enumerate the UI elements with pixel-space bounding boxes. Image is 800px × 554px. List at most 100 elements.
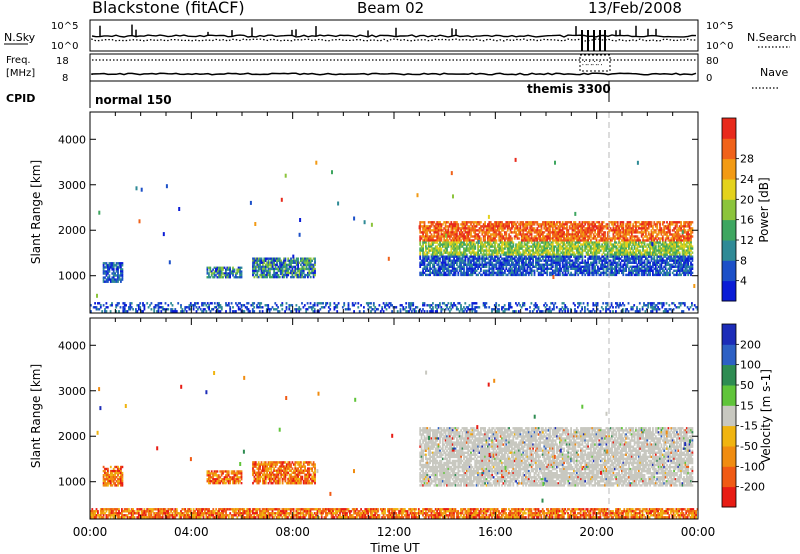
data-cell (202, 308, 205, 311)
data-cell (494, 249, 496, 252)
data-cell (580, 233, 582, 236)
data-cell (547, 245, 550, 248)
data-cell (605, 255, 608, 258)
data-cell (670, 221, 673, 224)
data-cell (688, 271, 691, 275)
data-cell (518, 247, 520, 250)
data-cell (599, 263, 602, 266)
data-cell (527, 229, 530, 232)
data-cell (570, 243, 572, 246)
data-cell (632, 257, 635, 260)
data-cell (220, 308, 223, 311)
data-cell (474, 257, 477, 260)
data-cell (546, 233, 549, 236)
data-cell (104, 276, 106, 279)
data-cell (488, 273, 491, 277)
data-cell (660, 261, 663, 264)
data-cell (643, 223, 646, 226)
data-cell (242, 310, 244, 313)
data-cell (111, 302, 113, 305)
data-cell (494, 245, 496, 248)
data-cell (530, 255, 533, 258)
data-cell (174, 308, 177, 311)
data-cell (430, 257, 433, 260)
data-cell (433, 235, 436, 238)
data-cell (595, 273, 598, 277)
data-cell (460, 263, 462, 266)
data-cell (456, 251, 458, 254)
data-cell (622, 237, 625, 240)
data-cell (264, 259, 267, 262)
data-cell (461, 243, 464, 246)
data-cell (640, 271, 643, 275)
data-cell (566, 235, 568, 238)
data-cell (687, 269, 690, 272)
data-cell (463, 261, 465, 264)
data-cell (574, 227, 577, 230)
data-cell (573, 221, 575, 224)
data-cell (188, 304, 191, 307)
data-cell (640, 243, 643, 246)
data-cell (436, 249, 439, 252)
data-cell (436, 245, 439, 248)
data-cell (301, 269, 304, 273)
data-cell (535, 245, 537, 248)
data-cell (527, 237, 530, 240)
data-cell (492, 225, 495, 228)
data-cell (580, 231, 582, 234)
data-cell (575, 239, 578, 242)
data-cell (597, 233, 599, 236)
data-cell (465, 265, 468, 268)
data-cell (626, 261, 629, 264)
data-cell (506, 223, 509, 226)
data-cell (566, 265, 568, 268)
data-cell (669, 245, 671, 248)
data-cell (687, 233, 690, 236)
data-cell (302, 265, 305, 269)
data-cell (612, 221, 615, 224)
data-cell (265, 310, 268, 313)
data-cell (458, 231, 461, 234)
data-cell (591, 253, 594, 256)
data-cell (526, 223, 529, 226)
data-cell (535, 237, 537, 240)
data-cell (436, 255, 439, 258)
data-cell (256, 265, 259, 269)
data-cell (647, 265, 650, 268)
data-cell (167, 308, 170, 311)
data-cell (478, 229, 481, 232)
data-cell (525, 261, 527, 264)
data-cell (540, 269, 543, 272)
data-cell (584, 243, 587, 246)
data-cell (551, 249, 554, 252)
data-cell (598, 233, 601, 236)
data-cell (588, 245, 591, 248)
data-cell (491, 267, 494, 270)
data-cell (180, 306, 182, 309)
data-cell (536, 237, 539, 240)
data-cell (633, 251, 636, 254)
data-cell (508, 245, 510, 248)
data-cell (688, 221, 691, 224)
data-cell (594, 223, 596, 226)
data-cell (664, 231, 667, 234)
data-cell (553, 271, 556, 275)
data-cell (618, 253, 620, 256)
data-cell (437, 251, 440, 254)
data-cell (519, 265, 522, 268)
data-cell (612, 227, 615, 230)
data-cell (592, 259, 595, 262)
data-cell (478, 235, 481, 238)
data-cell (471, 269, 474, 272)
data-cell (557, 267, 560, 270)
data-cell (573, 253, 575, 256)
data-cell (649, 245, 651, 248)
data-cell (664, 243, 667, 246)
data-cell (661, 235, 664, 238)
data-cell (111, 264, 114, 267)
data-cell (273, 271, 275, 275)
data-cell (436, 223, 439, 226)
data-cell (559, 257, 561, 260)
data-cell (465, 249, 468, 252)
data-cell (632, 251, 635, 254)
